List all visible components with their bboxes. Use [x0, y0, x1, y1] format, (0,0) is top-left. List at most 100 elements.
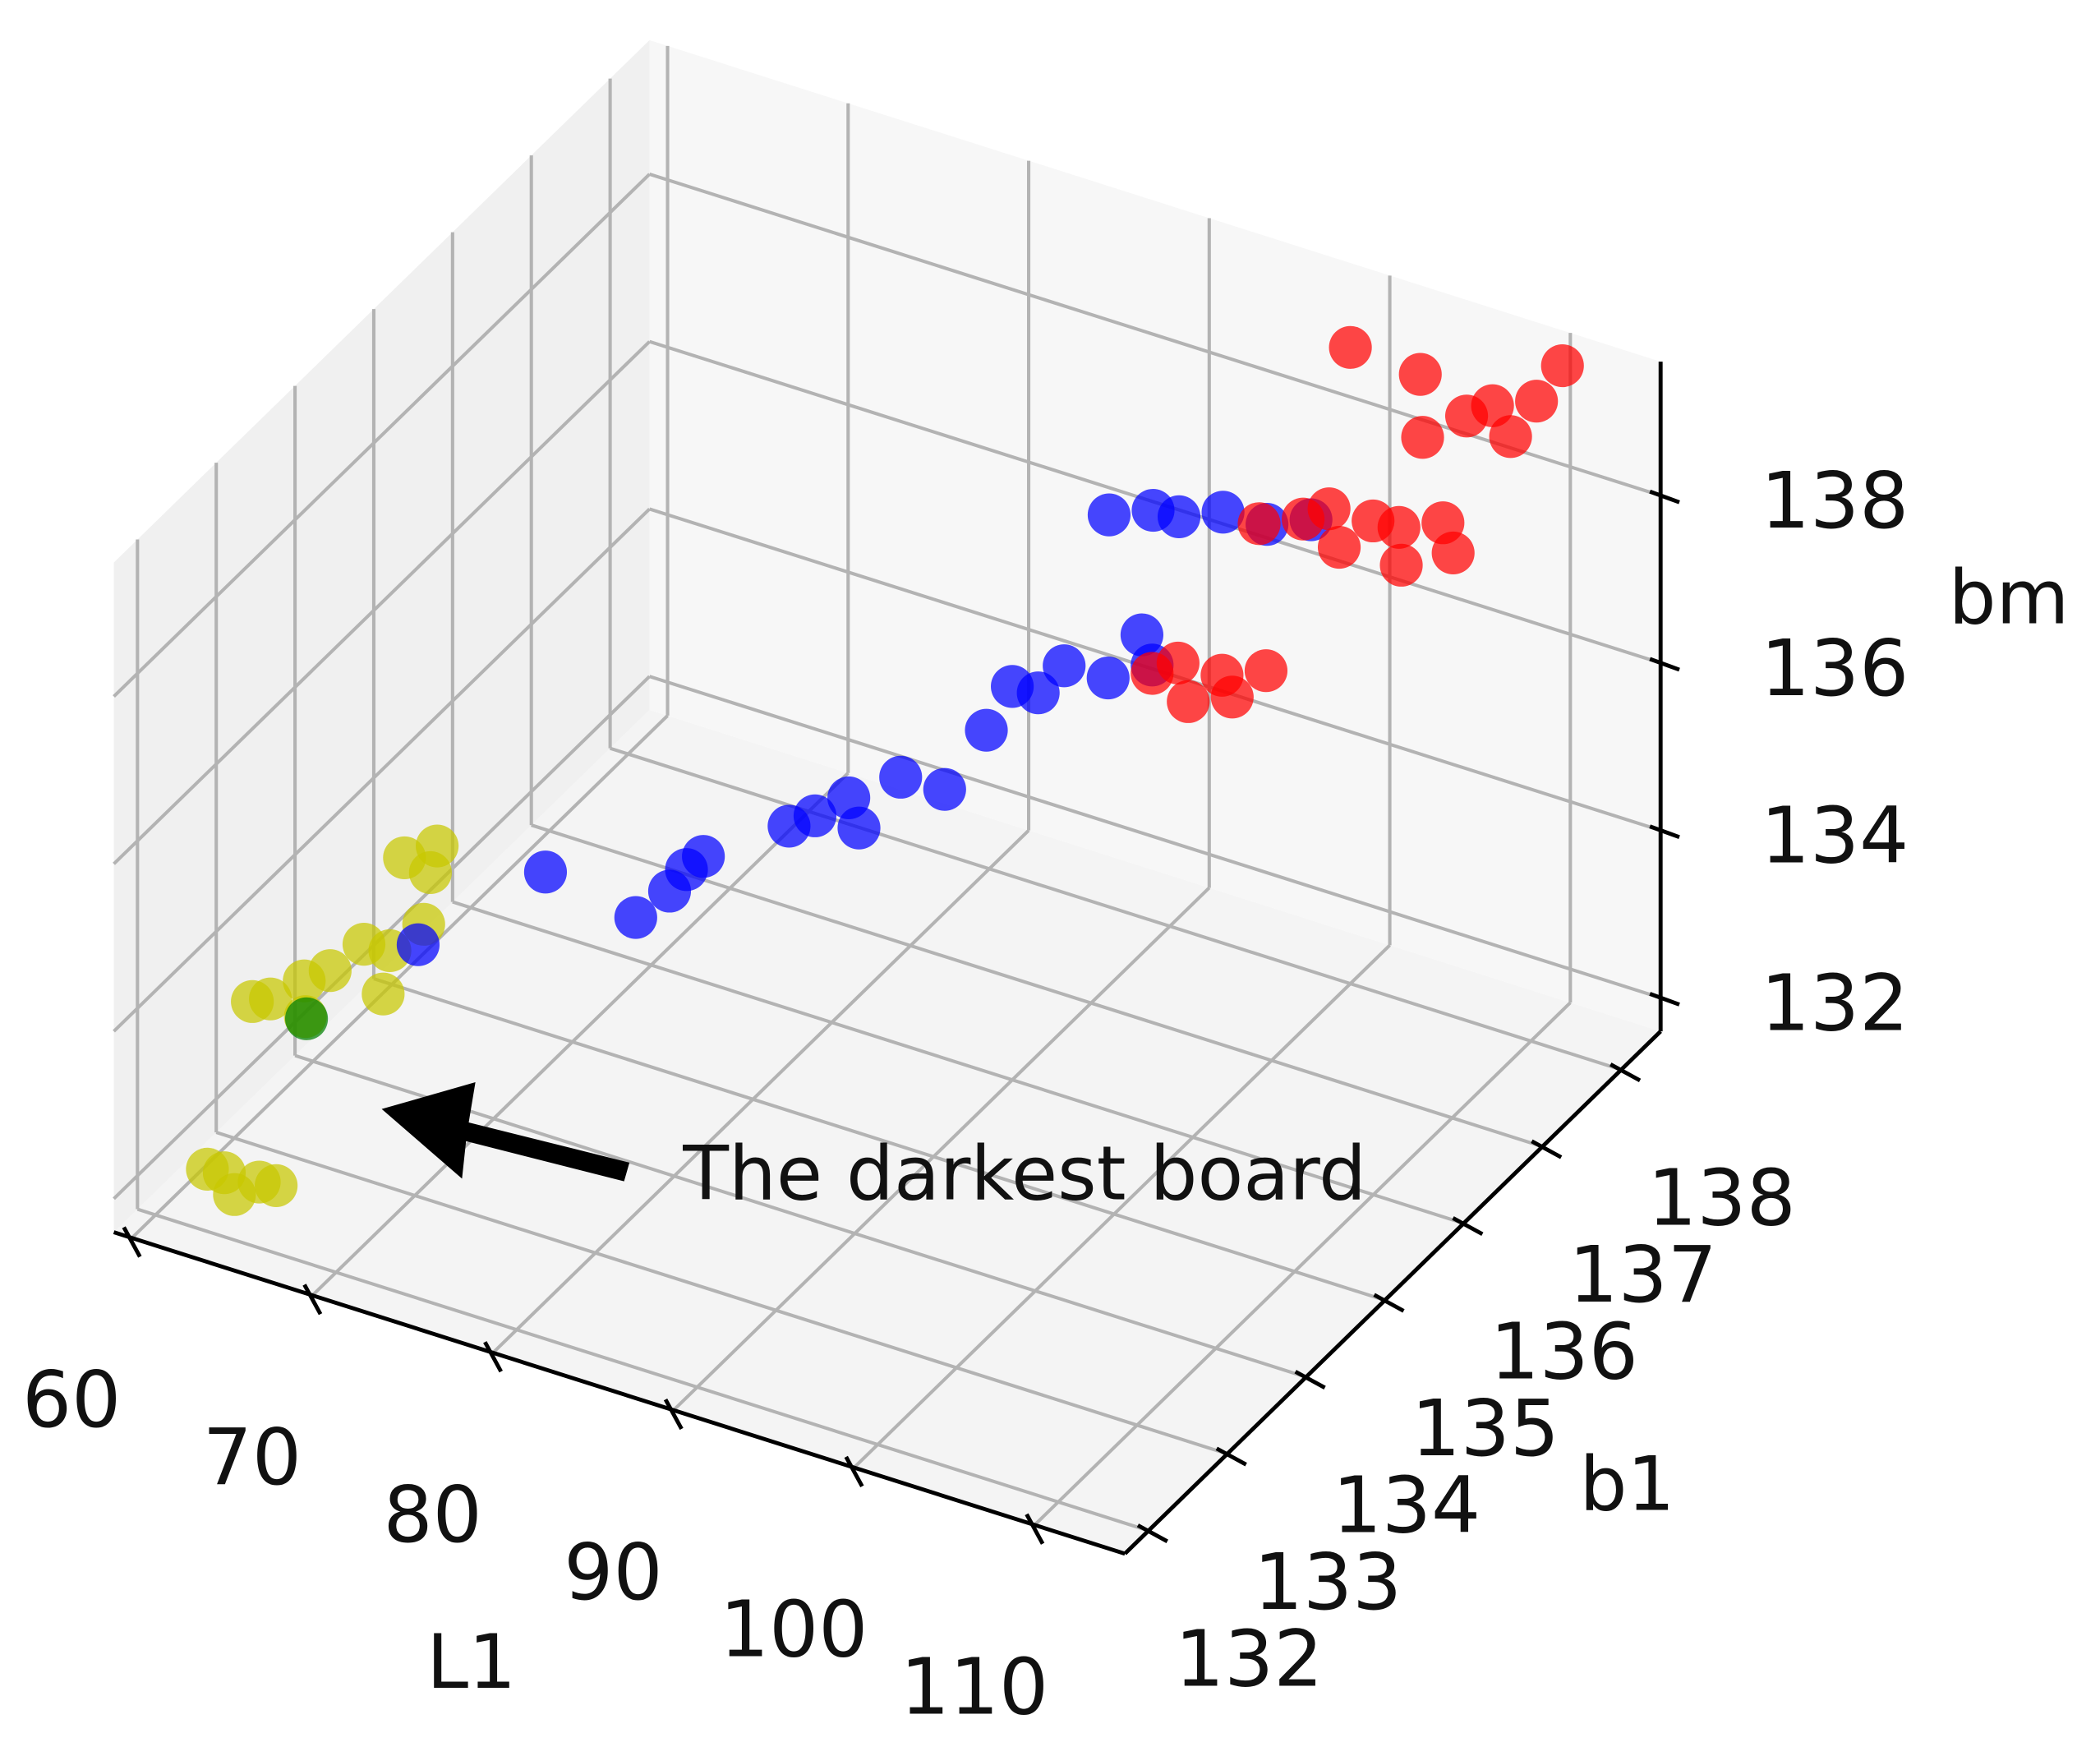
- y-tick-label: 137: [1568, 1230, 1716, 1320]
- tick-mark: [1294, 1370, 1326, 1390]
- grid-line: [136, 1207, 1149, 1532]
- point: [1317, 525, 1361, 569]
- tick-mark: [844, 1455, 864, 1488]
- point: [308, 949, 352, 993]
- point: [793, 794, 837, 837]
- tick-mark: [1025, 1513, 1045, 1545]
- y-tick-label: 136: [1490, 1307, 1638, 1398]
- left-pane: [113, 39, 650, 1233]
- point: [1431, 531, 1475, 575]
- grid-line: [452, 900, 1465, 1225]
- tick-mark: [1452, 1216, 1484, 1236]
- point: [837, 806, 881, 850]
- grid-line: [853, 943, 1391, 1469]
- grid-line: [311, 772, 850, 1297]
- tick-mark: [1649, 992, 1680, 1007]
- grid-line: [113, 507, 651, 1033]
- point: [1167, 680, 1210, 723]
- annotation-arrow: [381, 1082, 630, 1182]
- grid-line: [131, 714, 669, 1240]
- x-axis-line: [113, 1230, 1126, 1556]
- point: [408, 850, 452, 894]
- point: [1489, 415, 1532, 459]
- point: [1156, 641, 1200, 685]
- tick-mark: [1649, 657, 1680, 672]
- point: [284, 997, 329, 1040]
- grid-line: [113, 340, 651, 865]
- tick-mark: [1136, 1523, 1168, 1543]
- point: [362, 972, 405, 1016]
- point: [396, 923, 440, 966]
- grid: [113, 45, 1661, 1532]
- x-tick-label: 70: [203, 1413, 302, 1503]
- point: [1329, 325, 1372, 369]
- point: [1210, 675, 1254, 719]
- y-tick-label: 132: [1175, 1615, 1323, 1705]
- point: [1379, 543, 1423, 587]
- y-tick-label: 138: [1647, 1154, 1795, 1244]
- x-tick-label: 60: [22, 1355, 121, 1445]
- x-tick-label: 110: [900, 1642, 1048, 1732]
- point: [1087, 493, 1131, 537]
- point: [249, 977, 292, 1021]
- grid-line: [1033, 1001, 1572, 1527]
- tick-mark: [1610, 1062, 1642, 1083]
- annotation-text: The darkest board: [682, 1129, 1366, 1217]
- z-tick-label: 136: [1761, 624, 1909, 714]
- y-axis-line: [1123, 1030, 1662, 1556]
- grid-line: [609, 746, 1622, 1072]
- z-tick-label: 134: [1761, 791, 1909, 882]
- floor-pane: [113, 709, 1661, 1554]
- z-tick-label: 138: [1761, 456, 1909, 546]
- y-axis-label: b1: [1579, 1440, 1674, 1528]
- point: [523, 850, 568, 894]
- tick-mark: [1373, 1293, 1405, 1313]
- point: [1515, 380, 1559, 423]
- x-axis-label: L1: [426, 1618, 516, 1706]
- tick-mark: [483, 1341, 503, 1373]
- point: [1043, 644, 1086, 688]
- x-tick-label: 80: [384, 1470, 482, 1560]
- point: [1540, 344, 1584, 388]
- point: [1237, 502, 1281, 546]
- grid-line: [672, 886, 1211, 1412]
- tick-mark: [122, 1226, 142, 1258]
- point: [1307, 487, 1351, 531]
- tick-mark: [663, 1398, 684, 1431]
- grid-line: [215, 1131, 1228, 1456]
- y-tick-label: 135: [1412, 1384, 1559, 1474]
- tick-mark: [1531, 1139, 1563, 1159]
- points: [186, 325, 1584, 1216]
- point: [879, 755, 923, 799]
- point: [923, 767, 966, 811]
- point: [1086, 656, 1130, 700]
- x-tick-label: 100: [720, 1585, 868, 1675]
- grid-line: [648, 675, 1661, 1000]
- y-tick-label: 134: [1333, 1461, 1481, 1551]
- point: [255, 1164, 298, 1207]
- point: [682, 835, 725, 878]
- tick-mark: [1649, 824, 1680, 840]
- z-axis-label: bm: [1949, 553, 2070, 641]
- point: [1398, 353, 1442, 396]
- panes: [113, 39, 1661, 1554]
- point: [1201, 491, 1245, 534]
- point: [1401, 416, 1444, 459]
- point: [1244, 649, 1288, 693]
- point: [1471, 384, 1514, 427]
- z-tick-label: 132: [1761, 958, 1909, 1049]
- tick-mark: [1649, 489, 1680, 505]
- x-tick-label: 90: [564, 1528, 662, 1618]
- grid-line: [113, 173, 651, 698]
- point: [965, 708, 1008, 752]
- tick-mark: [302, 1284, 323, 1316]
- point: [1016, 671, 1060, 715]
- point: [1157, 495, 1201, 538]
- y-tick-label: 133: [1254, 1537, 1402, 1628]
- point: [614, 896, 657, 939]
- grid-line: [491, 829, 1030, 1354]
